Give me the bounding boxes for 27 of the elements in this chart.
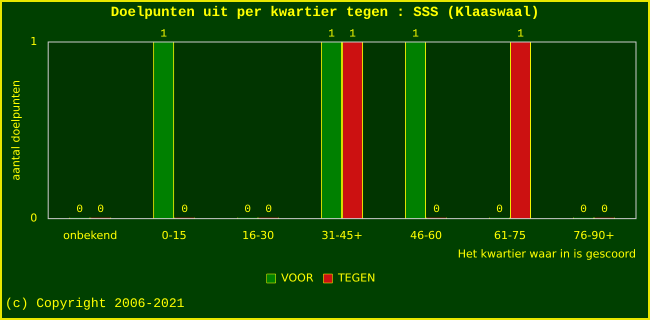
data-label: 0 xyxy=(265,204,272,216)
data-label: 0 xyxy=(580,204,587,216)
x-tick-label: onbekend xyxy=(63,229,118,242)
x-tick-label: 61-75 xyxy=(494,229,526,242)
text: (c) Copyright 2006-2021 xyxy=(5,296,184,311)
data-label: 0 xyxy=(601,204,608,216)
data-label: 1 xyxy=(517,28,524,40)
data-label: 0 xyxy=(181,204,188,216)
data-label: 1 xyxy=(328,28,336,40)
x-tick-label: 31-45+ xyxy=(322,229,363,242)
data-label: 1 xyxy=(412,28,420,40)
chart-title: Doelpunten uit per kwartier tegen : SSS (Klaaswaal) xyxy=(110,5,540,21)
x-tick-label: 0-15 xyxy=(162,229,187,242)
data-label: 0 xyxy=(76,204,83,216)
x-tick-label: 46-60 xyxy=(410,229,442,242)
data-label: 1 xyxy=(349,28,356,40)
data-label: 0 xyxy=(433,204,440,216)
data-label: 0 xyxy=(496,204,503,216)
data-label: 0 xyxy=(97,204,104,216)
x-tick-label: 76-90+ xyxy=(573,229,615,242)
y-axis-title: aantal doelpunten xyxy=(9,80,22,181)
data-label: 0 xyxy=(244,204,251,216)
x-tick-label: 16-30 xyxy=(242,229,274,242)
data-label: 1 xyxy=(160,28,168,40)
legend-label: TEGEN xyxy=(336,271,376,284)
x-axis-title: Het kwartier waar in is gescoord xyxy=(458,247,636,260)
legend-label: VOOR xyxy=(281,271,314,284)
